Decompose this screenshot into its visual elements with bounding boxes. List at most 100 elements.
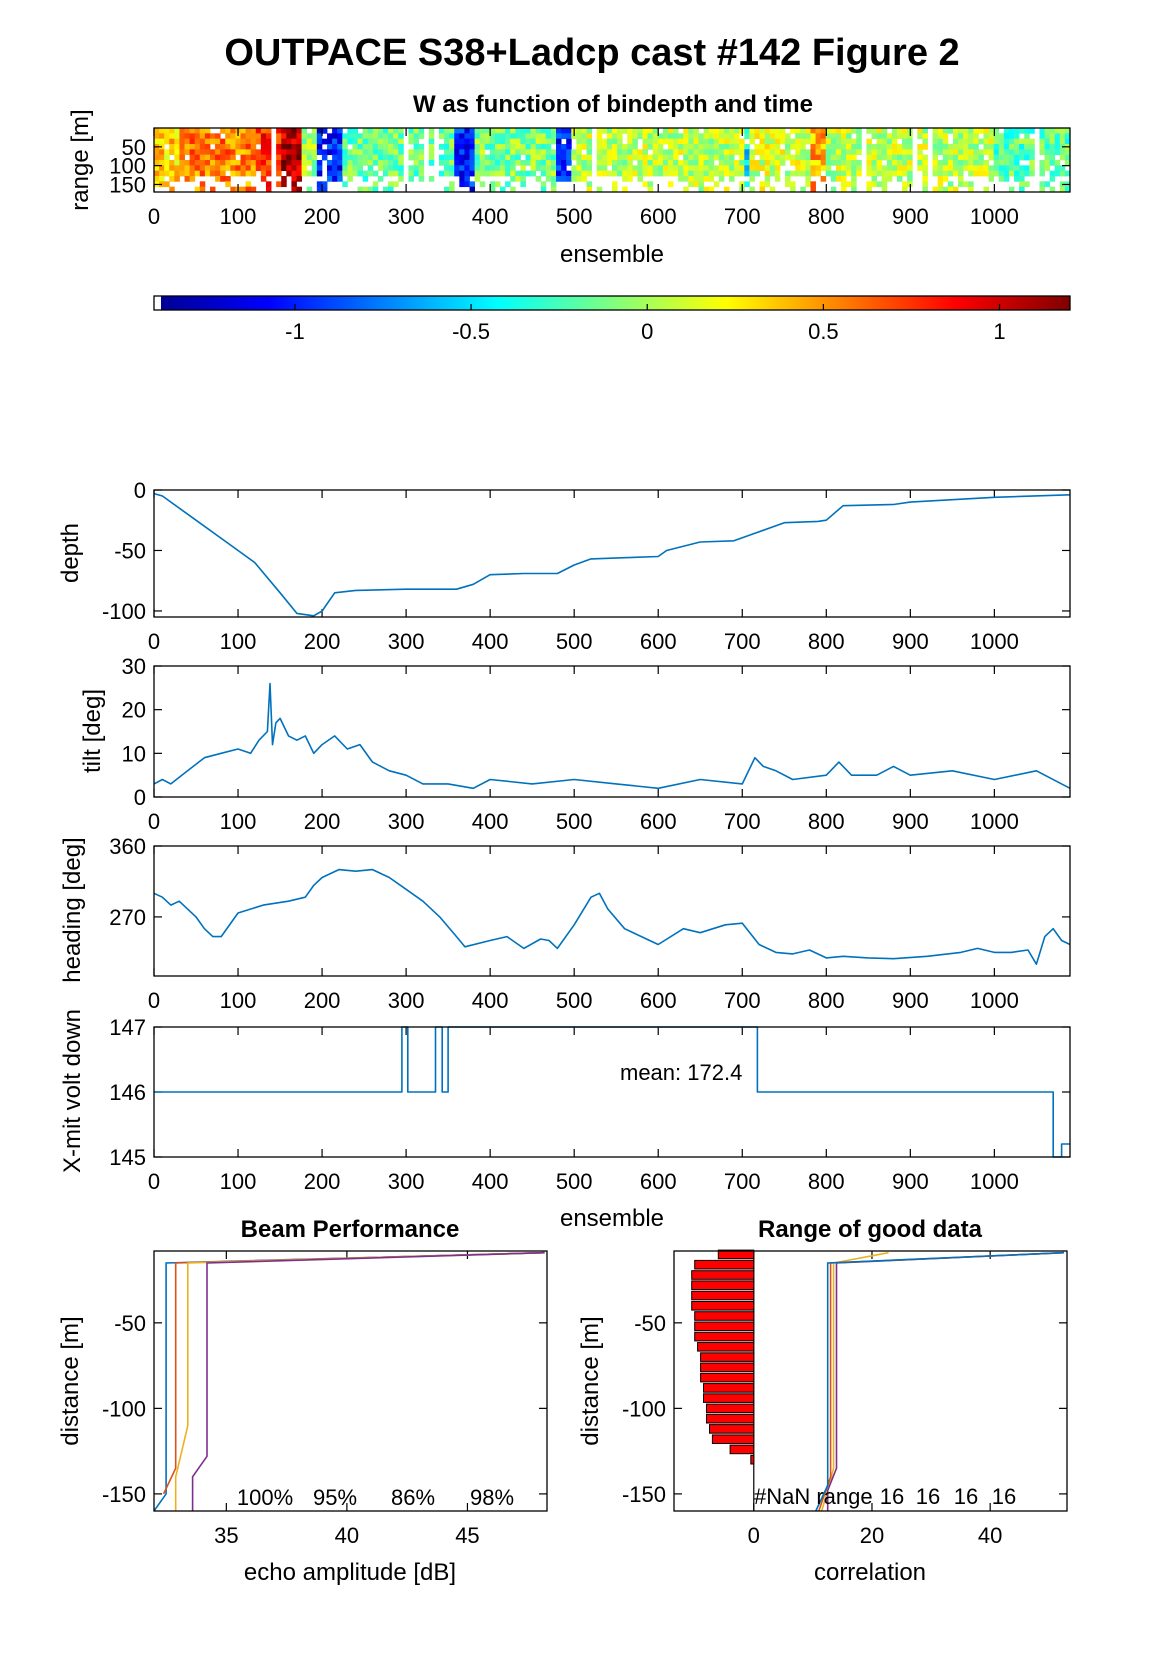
w-image-cell xyxy=(530,128,537,134)
w-image-cell xyxy=(342,170,348,177)
w-image-cell xyxy=(372,149,379,156)
w-image-cell xyxy=(556,133,562,140)
w-image-cell xyxy=(459,176,465,182)
w-image-cell xyxy=(815,149,822,156)
w-image-cell xyxy=(1008,165,1015,172)
w-image-cell xyxy=(779,149,786,156)
w-image-cell xyxy=(474,170,481,177)
w-image-cell xyxy=(342,160,348,166)
w-image-cell xyxy=(586,186,593,193)
range-nan-annotation: #NaN range xyxy=(754,1484,873,1509)
xmit-volt-ytick-label: 145 xyxy=(109,1145,146,1170)
w-image-cell xyxy=(795,128,801,134)
w-image-cell xyxy=(225,144,231,150)
w-image-cell xyxy=(306,160,313,166)
w-image-cell xyxy=(164,133,170,140)
w-image-cell xyxy=(825,133,832,140)
w-image-cell xyxy=(545,149,552,156)
w-image-cell xyxy=(230,165,236,172)
w-image-cell xyxy=(769,170,776,177)
w-image-cell xyxy=(311,154,318,161)
w-image-cell xyxy=(937,186,944,193)
w-image-cell xyxy=(576,165,582,172)
xmit-volt-xtick-label: 1000 xyxy=(970,1169,1019,1194)
w-image-cell xyxy=(388,128,394,134)
w-image-cell xyxy=(947,154,954,161)
w-image-cell xyxy=(449,144,455,150)
w-image-cell xyxy=(785,176,791,182)
w-image-cell xyxy=(530,170,537,177)
w-image-cell xyxy=(825,170,832,177)
w-image-cell xyxy=(489,138,496,145)
range-nan-bar xyxy=(729,1444,755,1455)
w-image-xtick-label: 200 xyxy=(304,204,341,229)
w-image-cell xyxy=(209,170,216,177)
w-image-cell xyxy=(652,149,659,156)
w-image-cell xyxy=(240,186,246,193)
w-image-cell xyxy=(413,170,420,177)
w-image-cell xyxy=(332,154,338,161)
tilt-xtick-label: 600 xyxy=(640,809,677,834)
w-image-cell xyxy=(510,144,516,150)
w-image-cell xyxy=(673,165,679,172)
w-image-cell xyxy=(367,154,374,161)
w-image-cell xyxy=(708,160,715,166)
w-image-cell xyxy=(810,133,816,140)
w-image-cell xyxy=(408,165,414,172)
w-image-cell xyxy=(367,144,374,150)
w-image-cell xyxy=(367,138,374,145)
w-image-cell xyxy=(932,138,939,145)
w-image-cell xyxy=(260,128,267,134)
w-image-cell xyxy=(184,165,191,172)
w-image-cell xyxy=(841,160,847,166)
w-image-cell xyxy=(764,160,771,166)
w-image-cell xyxy=(1019,165,1025,172)
w-image-xtick-label: 800 xyxy=(808,204,845,229)
w-image-cell xyxy=(942,186,949,193)
w-image-cell xyxy=(1008,154,1015,161)
w-image-cell xyxy=(281,176,287,182)
tilt-ylabel: tilt [deg] xyxy=(79,689,106,773)
w-image-cell xyxy=(515,176,521,182)
w-image-cell xyxy=(479,165,486,172)
w-image-cell xyxy=(932,128,939,134)
w-image-cell xyxy=(785,170,791,177)
w-image-cell xyxy=(474,144,481,150)
w-image-cell xyxy=(988,133,995,140)
w-image-cell xyxy=(876,165,883,172)
w-image-cell xyxy=(260,138,267,145)
w-image-cell xyxy=(179,138,185,145)
w-image-cell xyxy=(474,165,481,172)
w-image-cell xyxy=(795,165,801,172)
w-image-cell xyxy=(688,154,694,161)
w-image-cell xyxy=(835,154,842,161)
w-image-cell xyxy=(311,138,318,145)
w-image-cell xyxy=(759,149,766,156)
w-image-cell xyxy=(902,170,908,177)
beam-2-percentage: 95% xyxy=(313,1485,357,1510)
w-image-cell xyxy=(489,133,496,140)
depth-xtick-label: 600 xyxy=(640,629,677,654)
w-image-cell xyxy=(871,176,878,182)
w-image-cell xyxy=(973,144,979,150)
w-image-cell xyxy=(698,181,704,188)
w-image-cell xyxy=(1003,144,1010,150)
w-image-cell xyxy=(825,160,832,166)
w-image-cell xyxy=(469,138,475,145)
w-image-cell xyxy=(413,165,420,172)
w-image-cell xyxy=(937,149,944,156)
w-image-cell xyxy=(408,154,414,161)
w-image-cell xyxy=(383,128,389,134)
w-image-cell xyxy=(881,149,888,156)
w-image-cell xyxy=(1003,154,1010,161)
w-image-cell xyxy=(601,160,608,166)
w-image-cell xyxy=(296,144,302,150)
colorbar-tick-label: 1 xyxy=(993,319,1005,344)
w-image-cell xyxy=(500,186,506,193)
w-image-cell xyxy=(667,154,674,161)
w-image-cell xyxy=(1029,160,1035,166)
w-image-cell xyxy=(159,165,165,172)
w-image-cell xyxy=(937,128,944,134)
w-image-cell xyxy=(617,128,623,134)
w-image-cell xyxy=(449,186,455,193)
